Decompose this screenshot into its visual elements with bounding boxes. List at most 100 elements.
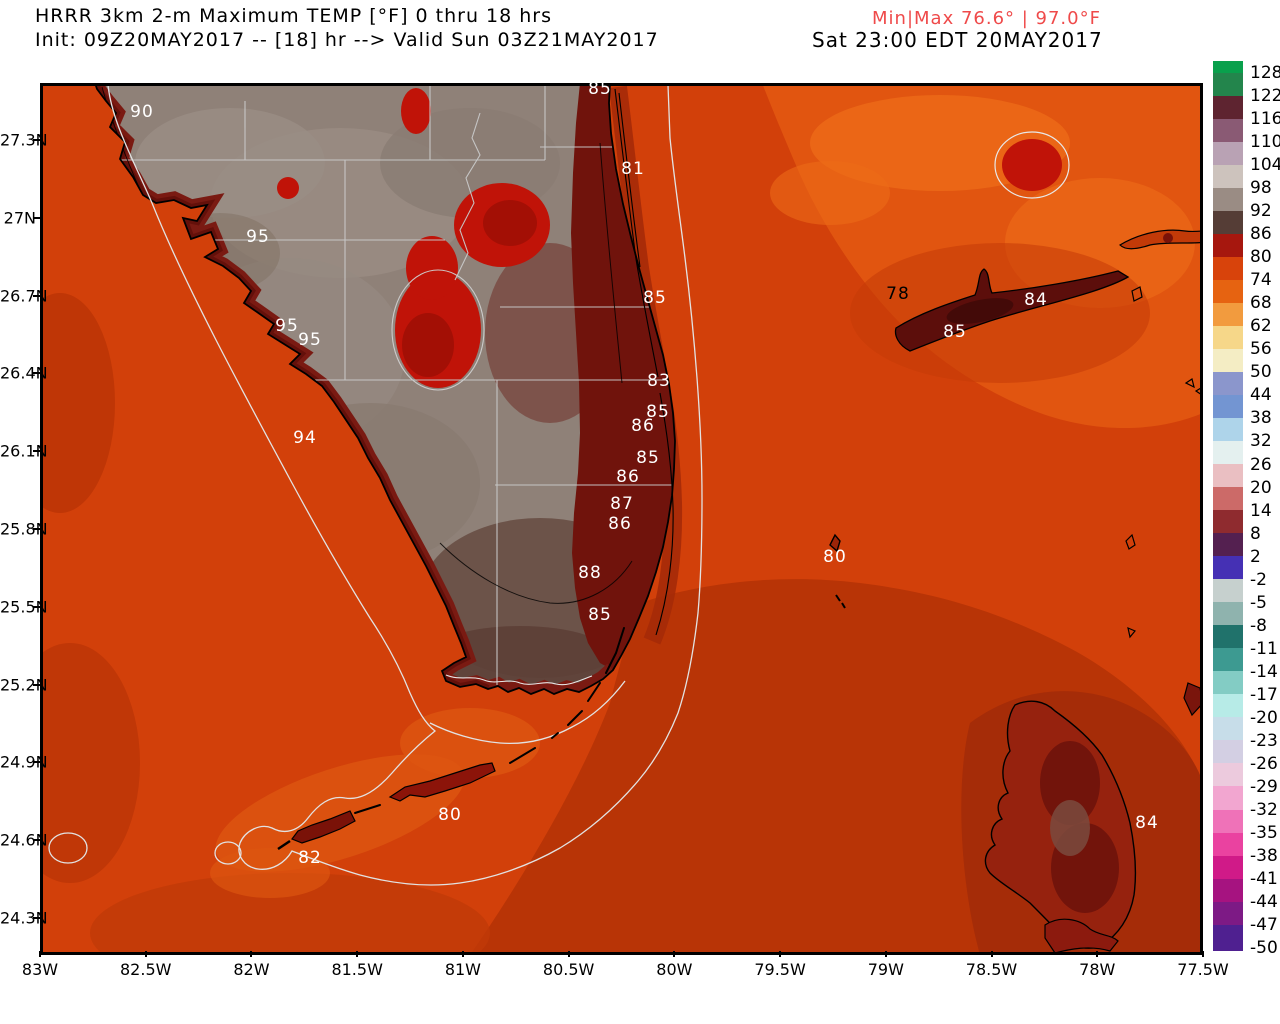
colorbar-segment <box>1213 73 1243 97</box>
colorbar-segment <box>1213 671 1243 695</box>
y-tick-label: 27N <box>3 208 36 228</box>
x-tick-label: 82W <box>233 960 270 979</box>
y-tick-mark <box>33 139 40 141</box>
colorbar-tick-label: 98 <box>1250 178 1272 199</box>
colorbar-segment <box>1213 717 1243 741</box>
y-tick-label: 25.8N <box>0 519 48 539</box>
x-tick-mark <box>673 951 676 957</box>
y-tick-mark <box>33 761 40 764</box>
colorbar-segment <box>1213 418 1243 442</box>
x-tick-mark <box>461 951 464 957</box>
x-tick-label: 77.5W <box>1177 960 1229 979</box>
colorbar-tick-label: 80 <box>1250 247 1272 268</box>
colorbar-segment <box>1213 142 1243 166</box>
x-tick-mark <box>567 951 570 957</box>
y-tick-mark <box>33 294 40 297</box>
colorbar-segment <box>1213 119 1243 143</box>
colorbar-segment <box>1213 280 1243 304</box>
colorbar-tick-label: -11 <box>1250 638 1278 659</box>
hot-patch-top <box>401 88 431 134</box>
colorbar-tick-label: -50 <box>1250 938 1278 959</box>
lake-okeechobee-hot-core <box>402 313 454 377</box>
hot-patch-small <box>277 177 299 199</box>
ocean-warm-patch-ring <box>994 131 1070 199</box>
local-valid-time: Sat 23:00 EDT 20MAY2017 <box>812 28 1103 52</box>
x-tick-mark <box>884 951 887 957</box>
colorbar-tick-label: 128 <box>1250 63 1280 83</box>
colorbar-segment <box>1213 878 1243 902</box>
andros-gray-patch <box>1050 800 1090 856</box>
floridabay-light-patch <box>210 848 330 898</box>
y-tick-label: 27.3N <box>0 130 48 150</box>
colorbar-segment <box>1213 832 1243 856</box>
colorbar-segment <box>1213 740 1243 764</box>
colorbar-segment <box>1213 395 1243 419</box>
x-tick-mark <box>1096 951 1099 957</box>
y-tick-mark <box>33 605 40 608</box>
colorbar-segment <box>1213 648 1243 672</box>
x-tick-label: 79.5W <box>754 960 806 979</box>
colorbar-tick-label: -44 <box>1250 892 1278 913</box>
colorbar-segment <box>1213 786 1243 810</box>
y-tick-label: 26.4N <box>0 363 48 383</box>
bimini-south-dashes <box>835 594 846 609</box>
y-tick-mark <box>33 450 40 453</box>
y-tick-label: 25.2N <box>0 675 48 695</box>
barrier-islands <box>614 88 674 636</box>
y-tick-label: 26.1N <box>0 441 48 461</box>
colorbar-tick-label: -14 <box>1250 661 1278 682</box>
colorbar-segment <box>1213 901 1243 925</box>
colorbar-tick-label: 86 <box>1250 224 1272 245</box>
colorbar-tick-label: 32 <box>1250 431 1272 452</box>
colorbar-tick-label: 50 <box>1250 362 1272 383</box>
x-tick-label: 83W <box>21 960 59 979</box>
x-tick-label: 78.5W <box>965 960 1018 979</box>
hot-patch-kissimmee <box>406 236 458 300</box>
offshore-white-contours <box>48 84 703 886</box>
colorbar-segment <box>1213 579 1243 603</box>
colorbar-tick-label: 14 <box>1250 500 1272 521</box>
florida-keys <box>354 627 625 814</box>
colorbar-tick-label: -32 <box>1250 799 1278 820</box>
colorbar-tick-label: 62 <box>1250 316 1272 337</box>
colorbar-segment <box>1213 694 1243 718</box>
colorbar-segment <box>1213 510 1243 534</box>
colorbar-segment <box>1213 165 1243 189</box>
minmax-readout: Min|Max 76.6° | 97.0°F <box>872 8 1101 29</box>
colorbar-tick-label: -5 <box>1250 592 1267 613</box>
x-tick-mark <box>1202 951 1204 957</box>
colorbar-tick-label: -29 <box>1250 776 1278 797</box>
colorbar-segment <box>1213 602 1243 626</box>
bimini-islands <box>829 533 841 553</box>
abaco-dark-spot <box>1163 233 1173 243</box>
colorbar-tick-label: 74 <box>1250 270 1272 291</box>
map-title: HRRR 3km 2-m Maximum TEMP [°F] 0 thru 18… <box>35 5 552 27</box>
y-tick-label: 24.6N <box>0 830 48 850</box>
colorbar-tick-label: -2 <box>1250 569 1267 590</box>
andros-south-pieces <box>1044 918 1119 954</box>
colorbar-segment <box>1213 855 1243 879</box>
y-tick-mark <box>33 216 40 219</box>
colorbar-tick-label: 20 <box>1250 477 1272 498</box>
grand-bahama-island <box>894 268 1130 352</box>
weather-map-canvas <box>0 82 1219 993</box>
x-tick-label: 80W <box>656 960 693 979</box>
new-providence-island <box>1183 682 1204 717</box>
grand-bahama-dark-core <box>946 298 1014 324</box>
colorbar-segment <box>1213 303 1243 327</box>
y-tick-label: 26.7N <box>0 286 48 306</box>
y-tick-mark <box>33 528 40 530</box>
colorbar-tick-label: 92 <box>1250 201 1272 222</box>
colorbar-segment <box>1213 234 1243 258</box>
lower-keys <box>291 810 356 844</box>
y-tick-mark <box>33 683 40 686</box>
y-tick-label: 24.9N <box>0 752 48 772</box>
floridabay-light-patch <box>215 754 465 872</box>
colorbar-tick-label: -38 <box>1250 846 1278 867</box>
colorbar-tick-label: 8 <box>1250 523 1261 544</box>
y-tick-label: 25.5N <box>0 597 48 617</box>
colorbar-tick-label: 38 <box>1250 408 1272 429</box>
colorbar-segment <box>1213 487 1243 511</box>
middle-keys <box>388 762 496 802</box>
colorbar-segment <box>1213 533 1243 557</box>
